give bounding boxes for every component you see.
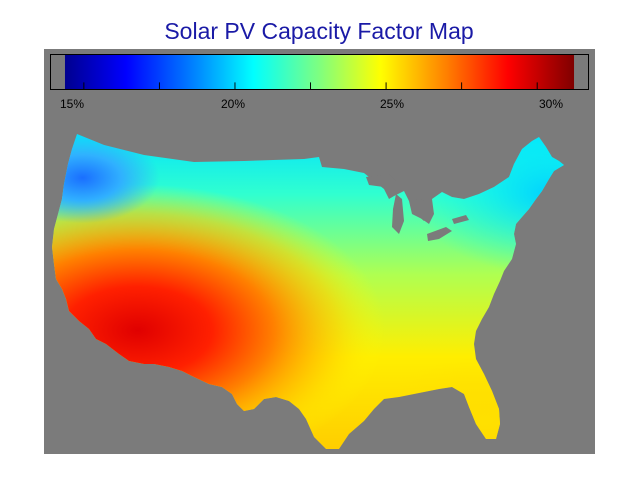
colorbar-tick-label-30: 30% xyxy=(538,97,564,111)
colorbar-tick-label-20: 20% xyxy=(220,97,246,111)
colorbar-tick-label-25: 25% xyxy=(379,97,405,111)
colorbar xyxy=(50,54,589,90)
lake-erie xyxy=(427,227,452,241)
map-title: Solar PV Capacity Factor Map xyxy=(164,18,474,44)
great-lakes xyxy=(366,174,469,241)
map-fill xyxy=(52,134,564,449)
lake-huron xyxy=(416,199,432,221)
lake-superior xyxy=(366,174,396,187)
us-capacity-factor-map xyxy=(52,134,564,449)
lake-ontario xyxy=(452,215,469,224)
colorbar-tick-label-15: 15% xyxy=(59,97,85,111)
lake-michigan xyxy=(392,194,404,234)
colorbar-gradient xyxy=(64,55,575,89)
